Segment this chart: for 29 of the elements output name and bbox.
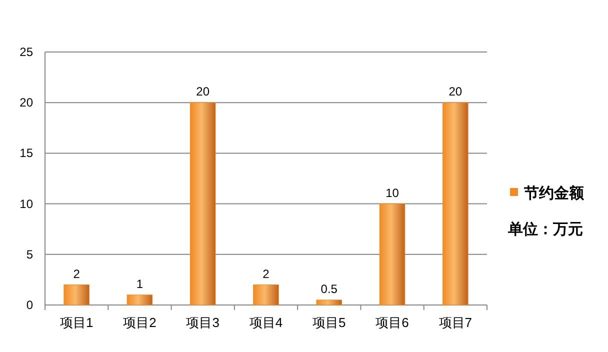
bar: [64, 284, 90, 306]
x-tick-label: 项目4: [249, 315, 283, 330]
x-tick-label: 项目2: [123, 315, 156, 330]
data-label: 20: [196, 84, 210, 99]
legend-label: 节约金额: [523, 184, 585, 202]
bar: [316, 300, 342, 306]
y-tick-label: 5: [26, 247, 34, 262]
bar: [379, 204, 406, 306]
data-label: 10: [386, 186, 400, 200]
data-label: 2: [262, 266, 270, 281]
y-tick-label: 25: [20, 45, 34, 59]
y-tick-label: 20: [20, 96, 34, 110]
y-tick-label: 10: [20, 196, 34, 211]
bar: [190, 102, 216, 306]
x-tick-label: 项目7: [438, 315, 472, 330]
data-label: 0.5: [320, 282, 338, 296]
text: 单位：万元: [507, 221, 583, 238]
bar: [126, 294, 153, 306]
data-label: 1: [136, 276, 144, 291]
data-label: 2: [73, 266, 80, 281]
y-tick-label: 15: [20, 146, 34, 160]
x-tick-label: 项目1: [60, 315, 94, 330]
bar: [442, 102, 468, 306]
x-tick-label: 项目3: [186, 315, 220, 330]
data-label: 20: [448, 84, 462, 99]
bar: [253, 284, 279, 306]
x-tick-label: 项目6: [376, 315, 409, 330]
x-tick-label: 项目5: [312, 315, 346, 330]
y-tick-label: 0: [26, 298, 34, 312]
